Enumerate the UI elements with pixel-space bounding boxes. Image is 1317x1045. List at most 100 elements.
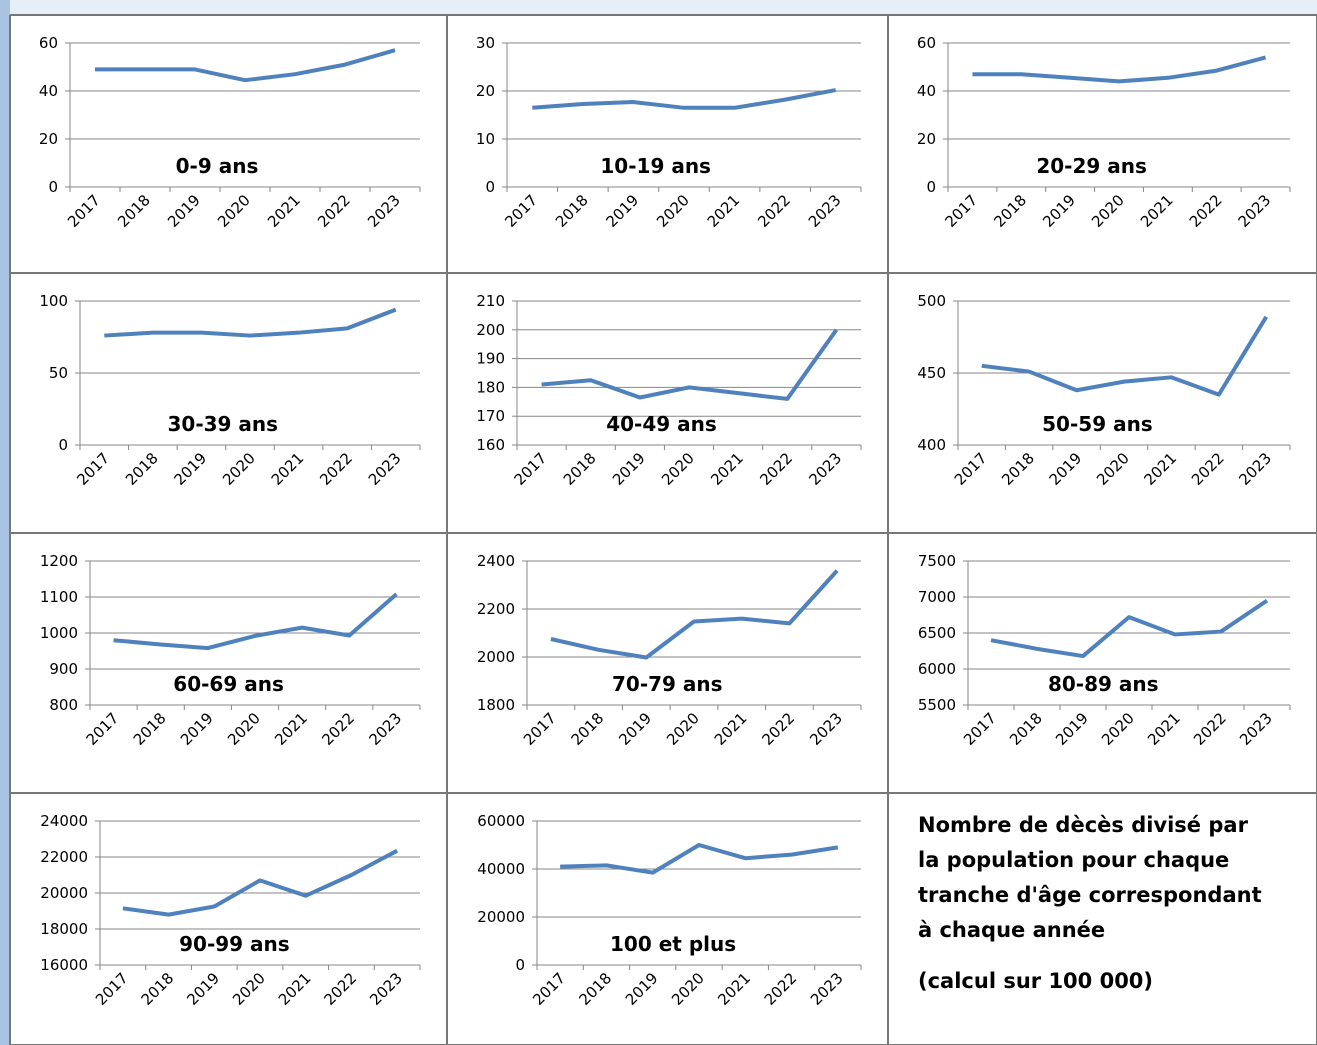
series-line bbox=[122, 848, 399, 917]
series-line bbox=[560, 843, 839, 875]
x-tick-label: 2022 bbox=[1190, 709, 1230, 749]
panel-title: 70-79 ans bbox=[612, 672, 723, 696]
x-tick-label: 2021 bbox=[707, 449, 747, 489]
top-strip bbox=[0, 0, 1317, 15]
x-tick-label: 2022 bbox=[759, 709, 799, 749]
x-tick-label: 2020 bbox=[663, 709, 703, 749]
x-tick-label: 2023 bbox=[806, 449, 846, 489]
panel-title: 60-69 ans bbox=[173, 672, 284, 696]
panel: 400 450 500 2017 2018 2019 2020 2021 2022 2023 50-… bbox=[917, 292, 1291, 489]
y-tick-label: 450 bbox=[917, 364, 946, 382]
y-tick-label: 40 bbox=[917, 82, 936, 100]
x-tick-label: 2018 bbox=[560, 449, 600, 489]
x-tick-label: 2019 bbox=[164, 191, 204, 231]
x-tick-label: 2017 bbox=[73, 449, 113, 489]
series-line bbox=[95, 48, 396, 83]
x-tick-label: 2020 bbox=[214, 191, 254, 231]
x-tick-label: 2023 bbox=[366, 969, 406, 1009]
note-line: à chaque année bbox=[918, 918, 1105, 942]
series-line bbox=[541, 328, 839, 401]
x-tick-label: 2018 bbox=[568, 709, 608, 749]
note-line: Nombre de dècès divisé par bbox=[918, 813, 1249, 837]
x-tick-label: 2021 bbox=[1141, 449, 1181, 489]
panel-title: 10-19 ans bbox=[600, 154, 711, 178]
x-tick-label: 2022 bbox=[314, 191, 354, 231]
x-tick-label: 2023 bbox=[365, 449, 405, 489]
x-tick-label: 2018 bbox=[130, 709, 170, 749]
panel-title: 0-9 ans bbox=[176, 154, 259, 178]
y-tick-label: 100 bbox=[39, 292, 68, 310]
x-tick-label: 2018 bbox=[114, 191, 154, 231]
x-tick-label: 2018 bbox=[552, 191, 592, 231]
x-tick-label: 2017 bbox=[529, 969, 569, 1009]
x-tick-label: 2022 bbox=[321, 969, 361, 1009]
x-tick-label: 2018 bbox=[576, 969, 616, 1009]
x-tick-label: 2022 bbox=[1188, 449, 1228, 489]
y-tick-label: 500 bbox=[917, 292, 946, 310]
y-tick-label: 160 bbox=[476, 436, 505, 454]
x-tick-label: 2021 bbox=[704, 191, 744, 231]
x-tick-label: 2019 bbox=[1046, 449, 1086, 489]
x-tick-label: 2018 bbox=[1006, 709, 1046, 749]
y-tick-label: 30 bbox=[476, 34, 495, 52]
y-tick-label: 22000 bbox=[40, 848, 88, 866]
x-tick-label: 2022 bbox=[316, 449, 356, 489]
y-tick-label: 7500 bbox=[918, 552, 956, 570]
x-tick-label: 2020 bbox=[668, 969, 708, 1009]
y-tick-label: 5500 bbox=[918, 696, 956, 714]
y-tick-label: 800 bbox=[49, 696, 78, 714]
y-tick-label: 60 bbox=[39, 34, 58, 52]
y-tick-label: 200 bbox=[476, 321, 505, 339]
y-tick-label: 2000 bbox=[477, 648, 515, 666]
x-tick-label: 2023 bbox=[806, 709, 846, 749]
x-tick-label: 2019 bbox=[622, 969, 662, 1009]
y-tick-label: 2400 bbox=[477, 552, 515, 570]
series-line bbox=[532, 88, 837, 110]
x-tick-label: 2023 bbox=[366, 709, 406, 749]
x-tick-label: 2021 bbox=[714, 969, 754, 1009]
y-tick-label: 400 bbox=[917, 436, 946, 454]
x-tick-label: 2018 bbox=[122, 449, 162, 489]
x-tick-label: 2017 bbox=[951, 449, 991, 489]
y-tick-label: 170 bbox=[476, 407, 505, 425]
x-tick-label: 2019 bbox=[177, 709, 217, 749]
series-line bbox=[981, 315, 1268, 397]
y-tick-label: 0 bbox=[485, 178, 495, 196]
x-tick-label: 2021 bbox=[264, 191, 304, 231]
y-tick-label: 1100 bbox=[40, 588, 78, 606]
y-tick-label: 16000 bbox=[40, 956, 88, 974]
x-tick-label: 2023 bbox=[1235, 449, 1275, 489]
y-tick-label: 20 bbox=[39, 130, 58, 148]
x-tick-label: 2021 bbox=[268, 449, 308, 489]
y-tick-label: 1200 bbox=[40, 552, 78, 570]
x-tick-label: 2023 bbox=[805, 191, 845, 231]
x-tick-label: 2019 bbox=[1052, 709, 1092, 749]
series-line bbox=[990, 598, 1269, 659]
x-tick-label: 2018 bbox=[138, 969, 178, 1009]
series-line bbox=[113, 592, 398, 651]
x-tick-label: 2023 bbox=[1236, 709, 1276, 749]
y-tick-label: 1800 bbox=[477, 696, 515, 714]
x-tick-label: 2017 bbox=[92, 969, 132, 1009]
note-calc: (calcul sur 100 000) bbox=[918, 969, 1153, 993]
y-tick-label: 210 bbox=[476, 292, 505, 310]
y-tick-label: 20 bbox=[476, 82, 495, 100]
x-tick-label: 2022 bbox=[318, 709, 358, 749]
x-tick-label: 2022 bbox=[1186, 191, 1226, 231]
y-tick-label: 900 bbox=[49, 660, 78, 678]
y-tick-label: 60000 bbox=[477, 812, 525, 830]
x-tick-label: 2020 bbox=[653, 191, 693, 231]
x-tick-label: 2023 bbox=[364, 191, 404, 231]
x-tick-label: 2021 bbox=[1144, 709, 1184, 749]
x-tick-label: 2019 bbox=[603, 191, 643, 231]
panel: 0 20000 40000 60000 2017 2018 2019 2020 2021 2022… bbox=[477, 812, 862, 1009]
y-tick-label: 20000 bbox=[40, 884, 88, 902]
y-tick-label: 1000 bbox=[40, 624, 78, 642]
panel-title: 30-39 ans bbox=[168, 412, 279, 436]
x-tick-label: 2019 bbox=[615, 709, 655, 749]
panel-title: 80-89 ans bbox=[1048, 672, 1159, 696]
left-strip bbox=[0, 0, 10, 1045]
x-tick-label: 2020 bbox=[1088, 191, 1128, 231]
